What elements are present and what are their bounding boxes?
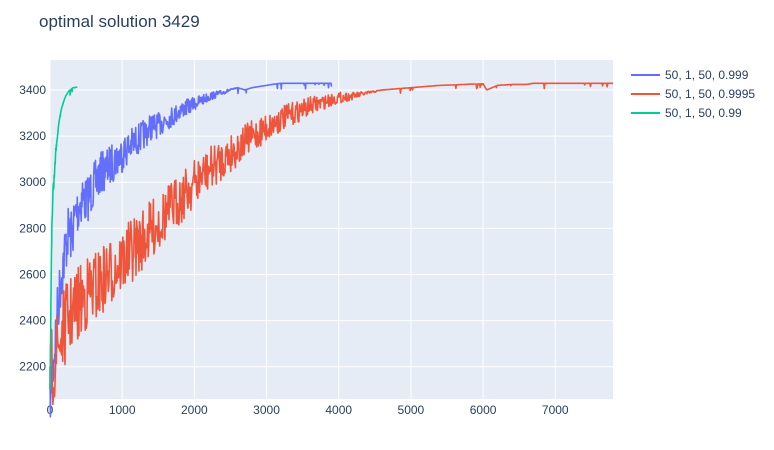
y-axis-ticks: 2200 2400 2600 2800 3000 3200 3400 <box>19 83 46 374</box>
y-tick-label: 2800 <box>19 221 46 235</box>
legend[interactable]: 50, 1, 50, 0.999 50, 1, 50, 0.9995 50, 1, … <box>631 68 755 120</box>
x-axis-ticks: 0 1000 2000 3000 4000 5000 6000 7000 <box>47 403 569 417</box>
y-tick-label: 2200 <box>19 360 46 374</box>
series-line <box>49 82 333 418</box>
y-tick-label: 2600 <box>19 267 46 281</box>
x-tick-label: 1000 <box>109 403 136 417</box>
series-lines <box>49 82 614 418</box>
legend-item[interactable]: 50, 1, 50, 0.99 <box>665 106 742 120</box>
x-tick-label: 6000 <box>470 403 497 417</box>
y-tick-label: 3000 <box>19 175 46 189</box>
legend-item[interactable]: 50, 1, 50, 0.9995 <box>665 87 755 101</box>
y-tick-label: 2400 <box>19 314 46 328</box>
series-line <box>49 86 78 390</box>
y-tick-label: 3400 <box>19 83 46 97</box>
chart-title: optimal solution 3429 <box>39 12 200 31</box>
x-tick-label: 3000 <box>253 403 280 417</box>
grid-lines <box>49 60 613 399</box>
x-tick-label: 2000 <box>181 403 208 417</box>
x-tick-label: 4000 <box>325 403 352 417</box>
x-tick-label: 5000 <box>398 403 425 417</box>
y-tick-label: 3200 <box>19 129 46 143</box>
x-tick-label: 7000 <box>542 403 569 417</box>
series-line <box>49 82 614 406</box>
legend-item[interactable]: 50, 1, 50, 0.999 <box>665 68 749 82</box>
